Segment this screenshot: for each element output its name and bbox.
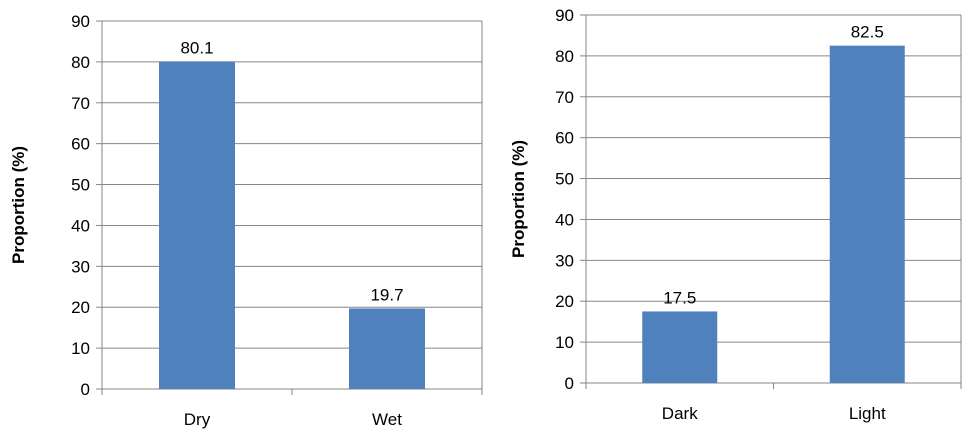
y-tick-label: 50 (71, 176, 90, 195)
bar-dark (642, 311, 718, 383)
data-label-light: 82.5 (851, 23, 884, 42)
y-tick-label: 40 (555, 210, 574, 229)
data-label-dry: 80.1 (180, 38, 213, 57)
bar-light (829, 45, 905, 384)
y-tick-label: 10 (71, 339, 90, 358)
bar-chart-dry-wet: 0 10 20 30 40 50 60 70 80 90 80.1 Dry 19.7 Wet Proport… (9, 12, 483, 429)
data-label-dark: 17.5 (663, 288, 696, 307)
y-tick-label: 0 (81, 380, 90, 399)
bar-chart-dark-light: 0 10 20 30 40 50 60 70 80 90 17.5 Dark 82.5 Light Prop… (509, 6, 962, 423)
y-tick-label: 70 (555, 88, 574, 107)
chart-right: 0 10 20 30 40 50 60 70 80 90 17.5 Dark 82.5 Light Prop… (496, 0, 969, 446)
category-label-wet: Wet (372, 410, 402, 429)
y-tick-label: 60 (71, 135, 90, 154)
data-label-wet: 19.7 (370, 285, 403, 304)
y-tick-label: 10 (555, 333, 574, 352)
category-label-dark: Dark (662, 404, 698, 423)
y-axis-title: Proportion (%) (509, 140, 528, 258)
y-tick-label: 20 (555, 292, 574, 311)
y-axis-title: Proportion (%) (9, 146, 28, 264)
y-tick-label: 60 (555, 129, 574, 148)
y-tick-label: 80 (555, 47, 574, 66)
y-tick-label: 80 (71, 53, 90, 72)
y-tick-label: 20 (71, 298, 90, 317)
y-tick-label: 90 (71, 12, 90, 31)
y-tick-label: 50 (555, 170, 574, 189)
y-tick-label: 0 (565, 374, 574, 393)
bar-dry (159, 61, 235, 389)
category-label-light: Light (849, 404, 886, 423)
category-label-dry: Dry (184, 410, 211, 429)
chart-left: 0 10 20 30 40 50 60 70 80 90 80.1 Dry 19.7 Wet Proport… (9, 12, 483, 429)
y-tick-label: 40 (71, 216, 90, 235)
y-tick-label: 90 (555, 6, 574, 25)
y-tick-label: 70 (71, 94, 90, 113)
y-tick-label: 30 (555, 251, 574, 270)
y-tick-label: 30 (71, 257, 90, 276)
bar-wet (349, 308, 425, 389)
